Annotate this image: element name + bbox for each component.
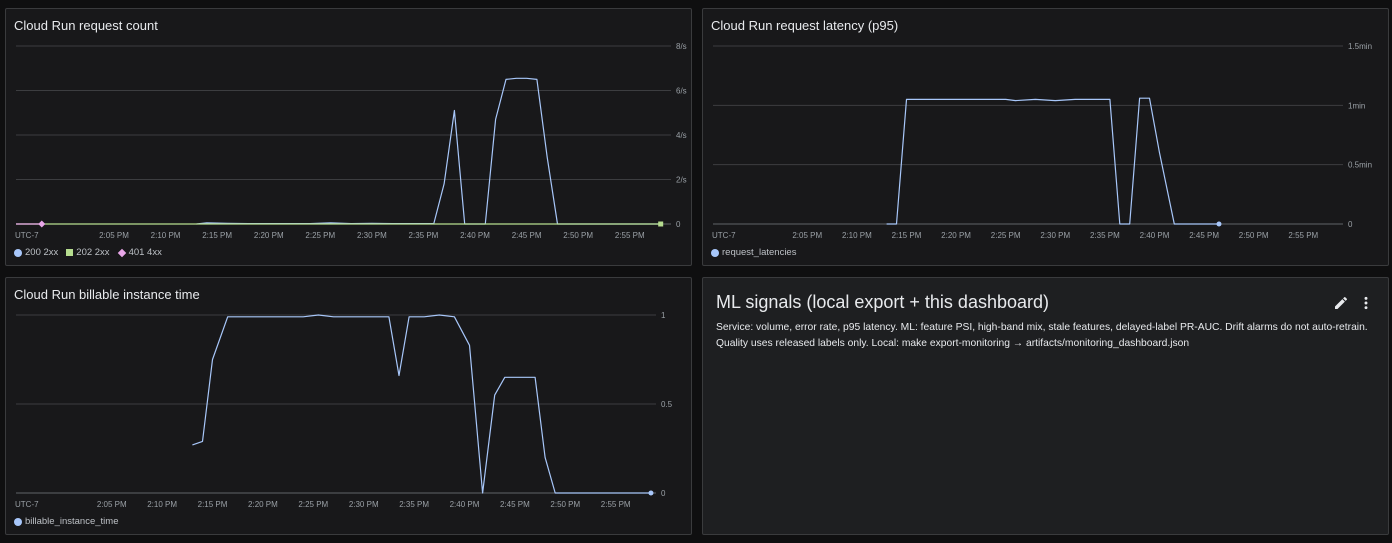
y-tick-label: 6/s <box>676 87 687 96</box>
x-tick-label: 2:40 PM <box>1140 231 1170 240</box>
y-tick-label: 8/s <box>676 42 687 51</box>
more-vert-icon[interactable] <box>1358 295 1374 311</box>
x-tick-label: 2:25 PM <box>305 231 335 240</box>
x-tick-label: 2:40 PM <box>450 500 480 509</box>
request-count-panel: Cloud Run request count 0 2/s 4/s 6/s 8/s UTC… <box>5 8 692 266</box>
series-line[interactable] <box>196 77 661 225</box>
x-tick-label: 2:45 PM <box>1189 231 1219 240</box>
x-tick-label: 2:05 PM <box>792 231 822 240</box>
x-tick-label: 2:45 PM <box>512 231 542 240</box>
x-tick-label: 2:30 PM <box>357 231 387 240</box>
legend-item[interactable]: billable_instance_time <box>14 516 118 527</box>
series-marker <box>38 220 46 228</box>
request-count-title: Cloud Run request count <box>14 18 158 33</box>
y-tick-label: 1min <box>1348 101 1365 110</box>
ml-signals-body: Service: volume, error rate, p95 latency… <box>716 322 1368 349</box>
y-tick-label: 2/s <box>676 176 687 185</box>
legend-item[interactable]: 202 2xx <box>66 247 110 258</box>
latency-panel: Cloud Run request latency (p95) 0 0.5min 1… <box>702 8 1389 266</box>
latency-title: Cloud Run request latency (p95) <box>711 18 899 33</box>
x-tick-label: 2:20 PM <box>941 231 971 240</box>
series-marker <box>1216 221 1222 227</box>
x-tick-label: 2:20 PM <box>248 500 278 509</box>
series-line[interactable] <box>886 97 1219 225</box>
x-tick-label: 2:50 PM <box>563 231 593 240</box>
circle-swatch-icon <box>14 248 22 257</box>
circle-swatch-icon <box>711 248 719 257</box>
y-tick-label: 0 <box>661 489 666 498</box>
square-swatch-icon <box>66 249 74 256</box>
y-tick-label: 0.5min <box>1348 161 1372 170</box>
x-tick-label: 2:05 PM <box>97 500 127 509</box>
x-tick-label: 2:55 PM <box>615 231 645 240</box>
billable-legend: billable_instance_time <box>14 516 118 527</box>
billable-panel: Cloud Run billable instance time 0 0.5 1 UT… <box>5 277 692 535</box>
x-tick-label: 2:55 PM <box>1288 231 1318 240</box>
x-tick-label: 2:30 PM <box>349 500 379 509</box>
series-marker <box>658 221 664 227</box>
y-tick-label: 4/s <box>676 131 687 140</box>
legend-label: request_latencies <box>722 247 797 258</box>
series-marker <box>648 490 654 496</box>
x-tick-label: 2:35 PM <box>409 231 439 240</box>
legend-label: 200 2xx <box>25 247 59 258</box>
x-tick-label: 2:15 PM <box>198 500 228 509</box>
x-tick-label: 2:40 PM <box>460 231 490 240</box>
circle-swatch-icon <box>14 517 22 526</box>
legend-item[interactable]: request_latencies <box>711 247 796 258</box>
x-tick-label: 2:10 PM <box>151 231 181 240</box>
x-tick-label: 2:55 PM <box>601 500 631 509</box>
request-count-legend: 200 2xx 202 2xx 401 4xx <box>14 247 162 258</box>
ml-signals-title: ML signals (local export + this dashboar… <box>716 292 1049 312</box>
y-tick-label: 0.5 <box>661 400 673 409</box>
legend-item[interactable]: 200 2xx <box>14 247 58 258</box>
x-tick-label: 2:20 PM <box>254 231 284 240</box>
legend-label: billable_instance_time <box>25 516 119 527</box>
x-tick-label: 2:50 PM <box>1239 231 1269 240</box>
x-tick-label: 2:50 PM <box>550 500 580 509</box>
x-tick-label: 2:35 PM <box>399 500 429 509</box>
legend-item[interactable]: 401 4xx <box>117 247 162 258</box>
x-tick-label: 2:30 PM <box>1040 231 1070 240</box>
y-tick-label: 1 <box>661 311 666 320</box>
timezone-label: UTC-7 <box>15 231 39 240</box>
x-tick-label: 2:15 PM <box>892 231 922 240</box>
pencil-icon[interactable] <box>1333 295 1349 311</box>
x-tick-label: 2:10 PM <box>147 500 177 509</box>
x-tick-label: 2:10 PM <box>842 231 872 240</box>
x-tick-label: 2:25 PM <box>298 500 328 509</box>
legend-label: 401 4xx <box>128 247 162 258</box>
series-line[interactable] <box>192 314 651 494</box>
x-tick-label: 2:05 PM <box>99 231 129 240</box>
x-tick-label: 2:15 PM <box>202 231 232 240</box>
y-tick-label: 1.5min <box>1348 42 1372 51</box>
billable-title: Cloud Run billable instance time <box>14 287 200 302</box>
y-tick-label: 0 <box>1348 220 1353 229</box>
billable-chart[interactable]: 0 0.5 1 UTC-7 2:05 PM 2:10 PM 2:15 PM 2:20 PM 2:… <box>6 278 693 536</box>
latency-legend: request_latencies <box>711 247 796 258</box>
ml-signals-panel: ML signals (local export + this dashboar… <box>702 277 1389 535</box>
x-tick-label: 2:45 PM <box>500 500 530 509</box>
y-tick-label: 0 <box>676 220 681 229</box>
x-tick-label: 2:25 PM <box>991 231 1021 240</box>
legend-label: 202 2xx <box>76 247 110 258</box>
timezone-label: UTC-7 <box>712 231 736 240</box>
x-tick-label: 2:35 PM <box>1090 231 1120 240</box>
timezone-label: UTC-7 <box>15 500 39 509</box>
latency-chart[interactable]: 0 0.5min 1min 1.5min UTC-7 2:05 PM 2:10 PM 2:15… <box>703 9 1390 267</box>
diamond-swatch-icon <box>117 248 126 257</box>
request-count-chart[interactable]: 0 2/s 4/s 6/s 8/s UTC-7 2:05 PM 2:10 PM 2:15 PM 2… <box>6 9 693 267</box>
